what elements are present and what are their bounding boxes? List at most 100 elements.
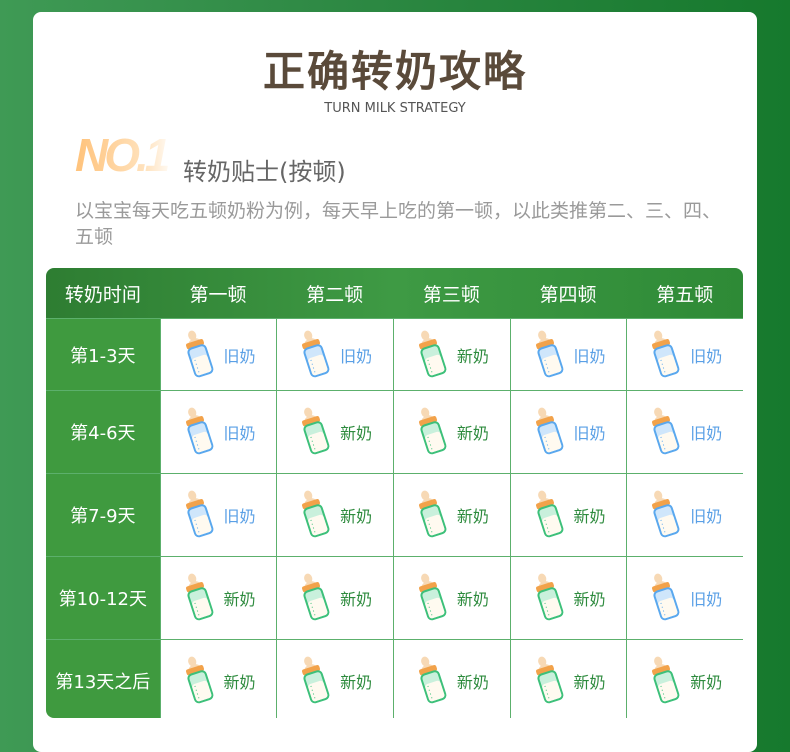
column-header: 转奶时间	[64, 283, 141, 306]
old-milk-bottle-icon	[648, 327, 684, 383]
old-milk-bottle-icon	[298, 327, 334, 383]
milk-cell: 旧奶	[161, 319, 278, 390]
milk-cell: 新奶	[394, 474, 511, 556]
milk-cell: 新奶	[394, 640, 511, 718]
row-label: 第13天之后	[46, 640, 161, 718]
milk-label: 新奶	[456, 424, 489, 443]
milk-label: 新奶	[456, 507, 489, 526]
table-row: 第4-6天 旧奶 新奶 新奶 旧奶 旧奶	[46, 390, 743, 473]
new-milk-bottle-icon	[415, 570, 451, 626]
milk-label: 旧奶	[690, 424, 723, 443]
tip-title: 转奶贴士(按顿)	[183, 158, 346, 186]
milk-label: 旧奶	[223, 424, 256, 443]
milk-cell: 新奶	[161, 557, 278, 639]
milk-cell: 旧奶	[161, 391, 278, 473]
old-milk-bottle-icon	[648, 404, 684, 460]
old-milk-bottle-icon	[182, 327, 218, 383]
table-row: 第7-9天 旧奶 新奶 新奶 新奶 旧奶	[46, 473, 743, 556]
old-milk-bottle-icon	[532, 327, 568, 383]
column-header: 第二顿	[306, 283, 364, 306]
milk-cell: 新奶	[511, 557, 628, 639]
schedule-table: 转奶时间 第一顿 第二顿 第三顿 第四顿 第五顿 第1-3天 旧奶 旧奶 新奶 旧奶 旧奶…	[46, 268, 743, 718]
new-milk-bottle-icon	[532, 570, 568, 626]
milk-label: 旧奶	[690, 346, 723, 366]
row-label: 第1-3天	[46, 319, 161, 390]
milk-cell: 旧奶	[511, 391, 628, 473]
milk-cell: 新奶	[161, 640, 278, 718]
new-milk-bottle-icon	[648, 653, 684, 709]
milk-label: 旧奶	[573, 346, 606, 366]
milk-cell: 旧奶	[627, 319, 743, 390]
milk-cell: 旧奶	[627, 391, 743, 473]
new-milk-bottle-icon	[298, 487, 334, 543]
new-milk-bottle-icon	[298, 653, 334, 709]
milk-label: 新奶	[340, 673, 373, 692]
column-header: 第四顿	[539, 283, 597, 306]
new-milk-bottle-icon	[182, 570, 218, 626]
row-label: 第7-9天	[46, 474, 161, 556]
milk-cell: 旧奶	[627, 557, 743, 639]
milk-cell: 旧奶	[277, 319, 395, 390]
description: 以宝宝每天吃五顿奶粉为例，每天早上吃的第一顿，以此类推第二、三、四、五顿	[75, 200, 722, 248]
new-milk-bottle-icon	[532, 487, 568, 543]
milk-cell: 新奶	[277, 474, 395, 556]
old-milk-bottle-icon	[648, 570, 684, 626]
milk-cell: 旧奶	[161, 474, 278, 556]
milk-label: 新奶	[573, 507, 606, 526]
new-milk-bottle-icon	[298, 404, 334, 460]
page-subtitle: TURN MILK STRATEGY	[324, 101, 466, 116]
milk-cell: 新奶	[511, 474, 628, 556]
old-milk-bottle-icon	[648, 487, 684, 543]
milk-label: 新奶	[456, 590, 489, 609]
old-milk-bottle-icon	[532, 404, 568, 460]
row-label: 第4-6天	[46, 391, 161, 473]
new-milk-bottle-icon	[415, 487, 451, 543]
milk-label: 旧奶	[573, 424, 606, 443]
milk-cell: 新奶	[511, 640, 628, 718]
table-row: 第13天之后 新奶 新奶 新奶 新奶 新奶	[46, 639, 743, 718]
milk-cell: 新奶	[277, 557, 395, 639]
milk-label: 旧奶	[223, 507, 256, 526]
milk-cell: 新奶	[394, 391, 511, 473]
table-row: 第1-3天 旧奶 旧奶 新奶 旧奶 旧奶	[46, 318, 743, 390]
milk-label: 新奶	[340, 590, 373, 609]
milk-cell: 新奶	[394, 319, 511, 390]
page-title: 正确转奶攻略	[262, 47, 527, 96]
new-milk-bottle-icon	[415, 404, 451, 460]
milk-label: 新奶	[456, 346, 489, 366]
new-milk-bottle-icon	[298, 570, 334, 626]
milk-cell: 新奶	[277, 391, 395, 473]
milk-label: 新奶	[223, 590, 256, 609]
no1-badge: NO.1	[75, 130, 175, 180]
milk-label: 新奶	[340, 507, 373, 526]
milk-cell: 新奶	[277, 640, 395, 718]
table-header: 转奶时间 第一顿 第二顿 第三顿 第四顿 第五顿	[46, 268, 743, 318]
old-milk-bottle-icon	[182, 487, 218, 543]
milk-cell: 旧奶	[627, 474, 743, 556]
milk-label: 新奶	[690, 673, 723, 692]
new-milk-bottle-icon	[415, 653, 451, 709]
milk-label: 新奶	[456, 673, 489, 692]
new-milk-bottle-icon	[182, 653, 218, 709]
column-header: 第五顿	[656, 283, 714, 306]
milk-label: 新奶	[223, 673, 256, 692]
row-label: 第10-12天	[46, 557, 161, 639]
column-header: 第一顿	[189, 283, 247, 306]
new-milk-bottle-icon	[532, 653, 568, 709]
milk-cell: 旧奶	[511, 319, 628, 390]
strategy-card: 正确转奶攻略 TURN MILK STRATEGY NO.1 转奶贴士(按顿) …	[33, 12, 757, 752]
milk-label: 新奶	[340, 424, 373, 443]
milk-label: 旧奶	[340, 346, 373, 366]
column-header: 第三顿	[422, 283, 480, 306]
milk-cell: 新奶	[627, 640, 743, 718]
milk-label: 旧奶	[690, 507, 723, 526]
new-milk-bottle-icon	[415, 327, 451, 383]
milk-label: 新奶	[573, 590, 606, 609]
milk-label: 旧奶	[690, 590, 723, 609]
milk-cell: 新奶	[394, 557, 511, 639]
milk-label: 新奶	[573, 673, 606, 692]
milk-label: 旧奶	[223, 346, 256, 366]
table-row: 第10-12天 新奶 新奶 新奶 新奶 旧奶	[46, 556, 743, 639]
table-body: 第1-3天 旧奶 旧奶 新奶 旧奶 旧奶 第4-6天 旧奶 新奶 新奶 旧奶	[46, 318, 743, 718]
old-milk-bottle-icon	[182, 404, 218, 460]
